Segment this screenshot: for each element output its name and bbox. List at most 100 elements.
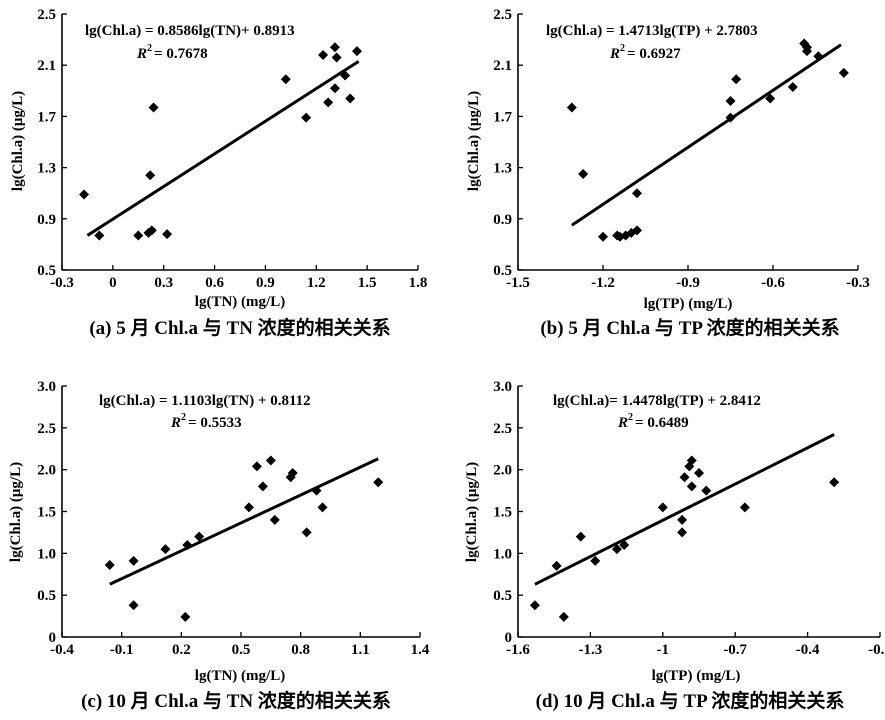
x-tick-label: 1.1 bbox=[351, 642, 370, 658]
x-tick-label: 1.5 bbox=[358, 275, 377, 291]
data-point bbox=[311, 485, 322, 496]
y-tick-label: 1.0 bbox=[37, 546, 56, 562]
x-tick-label: 0.9 bbox=[256, 275, 275, 291]
x-tick-label: -0.1 bbox=[110, 642, 134, 658]
xlabel-a: lg(TN) (mg/L) bbox=[195, 294, 285, 310]
y-tick-label: 0.9 bbox=[493, 212, 512, 228]
data-point bbox=[566, 102, 577, 113]
data-point bbox=[725, 96, 736, 107]
data-point bbox=[257, 481, 268, 492]
xlabel-b: lg(TP) (mg/L) bbox=[644, 296, 733, 312]
y-tick-label: 2.1 bbox=[493, 58, 512, 74]
data-point bbox=[317, 502, 328, 513]
x-tick-label: -0.7 bbox=[723, 642, 747, 658]
x-tick-label: 0.3 bbox=[154, 275, 173, 291]
x-tick-label: -0.1 bbox=[868, 642, 885, 658]
y-tick-label: 2.5 bbox=[493, 421, 512, 437]
r2-d: R2 = 0.6489 bbox=[617, 412, 689, 431]
data-point bbox=[351, 46, 362, 57]
data-point bbox=[318, 49, 329, 60]
equation-b: lg(Chl.a) = 1.4713lg(TP) + 2.7803 bbox=[546, 23, 758, 39]
data-point bbox=[838, 67, 849, 78]
equation-d: lg(Chl.a)= 1.4478lg(TP) + 2.8412 bbox=[553, 393, 761, 409]
caption-a: (a) 5 月 Chl.a 与 TN 浓度的相关关系 bbox=[89, 316, 390, 339]
r2-a: R2 = 0.7678 bbox=[136, 43, 208, 62]
data-point bbox=[128, 600, 139, 611]
x-tick-label: -1.2 bbox=[591, 275, 615, 291]
data-point bbox=[180, 611, 191, 622]
r2-prefix-b: R bbox=[609, 46, 620, 62]
plot-area-b: -1.5 -1.2 -0.9 -0.6 -0.3 0.5 0.9 1.3 1.7 2.1 2.5 bbox=[493, 7, 870, 291]
r2-value-d: = 0.6489 bbox=[635, 415, 689, 431]
data-point bbox=[802, 46, 812, 57]
data-point bbox=[160, 544, 171, 555]
x-tick-label: -0.4 bbox=[50, 642, 74, 658]
data-point bbox=[251, 461, 262, 472]
x-tick-label: 0.8 bbox=[291, 642, 310, 658]
data-point bbox=[287, 468, 298, 479]
data-point bbox=[194, 531, 205, 542]
data-point bbox=[345, 93, 356, 104]
y-tick-label: 0.5 bbox=[37, 588, 56, 604]
plot-area-c: -0.4 -0.1 0.2 0.5 0.8 1.1 1.4 0 0.5 1.0 1.5 2.0 2.5 3… bbox=[37, 379, 430, 658]
data-point bbox=[558, 611, 569, 622]
caption-d: (d) 10 月 Chl.a 与 TP 浓度的相关关系 bbox=[536, 689, 845, 712]
y-tick-label: 1.5 bbox=[493, 505, 512, 521]
x-tick-label: -0.3 bbox=[846, 275, 870, 291]
y-tick-label: 2.0 bbox=[493, 463, 512, 479]
equation-c: lg(Chl.a) = 1.1103lg(TN) + 0.8112 bbox=[99, 393, 311, 409]
data-point bbox=[373, 477, 384, 488]
y-tick-label: 0 bbox=[505, 630, 513, 646]
r2-prefix-a: R bbox=[136, 46, 147, 62]
r2-exponent-d: 2 bbox=[628, 412, 633, 423]
y-tick-label: 2.0 bbox=[37, 463, 56, 479]
regression-line bbox=[570, 43, 842, 227]
x-tick-label: -0.3 bbox=[50, 275, 74, 291]
data-point bbox=[529, 600, 540, 611]
r2-c: R2 = 0.5533 bbox=[170, 412, 242, 431]
data-point bbox=[725, 112, 736, 123]
data-point bbox=[551, 560, 562, 571]
data-point bbox=[787, 81, 798, 92]
r2-value-a: = 0.7678 bbox=[154, 46, 208, 62]
data-point bbox=[133, 230, 144, 241]
x-tick-label: 1.4 bbox=[411, 642, 430, 658]
x-tick-label: 0.6 bbox=[205, 275, 224, 291]
data-point bbox=[301, 112, 312, 123]
ylabel-b: lg(Chl.a) (μg/L) bbox=[466, 91, 482, 191]
x-tick-label: 1.8 bbox=[409, 275, 428, 291]
x-tick-label: 1.2 bbox=[307, 275, 326, 291]
ylabel-d: lg(Chl.a) (μg/L) bbox=[464, 462, 480, 562]
x-tick-label: -0.4 bbox=[796, 642, 820, 658]
y-tick-label: 3.0 bbox=[37, 379, 56, 395]
caption-b: (b) 5 月 Chl.a 与 TP 浓度的相关关系 bbox=[540, 316, 839, 339]
data-point bbox=[329, 83, 340, 94]
y-tick-label: 2.5 bbox=[493, 7, 512, 23]
r2-prefix-d: R bbox=[617, 415, 628, 431]
x-tick-label: -1.3 bbox=[579, 642, 603, 658]
plot-area-d: -1.6 -1.3 -1 -0.7 -0.4 -0.1 0 0.5 1.0 1.5 2.0 2.5 3.… bbox=[493, 379, 885, 658]
y-tick-label: 2.5 bbox=[37, 421, 56, 437]
data-point bbox=[243, 502, 254, 513]
y-tick-label: 0 bbox=[49, 630, 57, 646]
r2-exponent-c: 2 bbox=[181, 412, 186, 423]
data-point bbox=[632, 225, 642, 236]
data-point bbox=[694, 468, 704, 479]
data-point bbox=[575, 531, 586, 542]
data-point bbox=[182, 539, 193, 550]
y-tick-label: 1.0 bbox=[493, 546, 512, 562]
data-point bbox=[701, 485, 712, 496]
y-tick-label: 0.5 bbox=[493, 263, 512, 279]
data-point bbox=[686, 455, 697, 466]
panel-d: -1.6 -1.3 -1 -0.7 -0.4 -0.1 0 0.5 1.0 1.5 2.0 2.5 3.… bbox=[464, 379, 885, 712]
data-point bbox=[323, 97, 334, 108]
x-tick-label: -0.9 bbox=[676, 275, 700, 291]
data-point bbox=[598, 231, 608, 242]
data-point bbox=[331, 52, 342, 63]
panel-b: -1.5 -1.2 -0.9 -0.6 -0.3 0.5 0.9 1.3 1.7 2.1 2.5 l… bbox=[466, 7, 870, 339]
x-tick-label: 0 bbox=[109, 275, 117, 291]
data-point bbox=[590, 555, 601, 566]
data-point bbox=[578, 169, 589, 179]
y-tick-label: 1.3 bbox=[493, 161, 512, 177]
